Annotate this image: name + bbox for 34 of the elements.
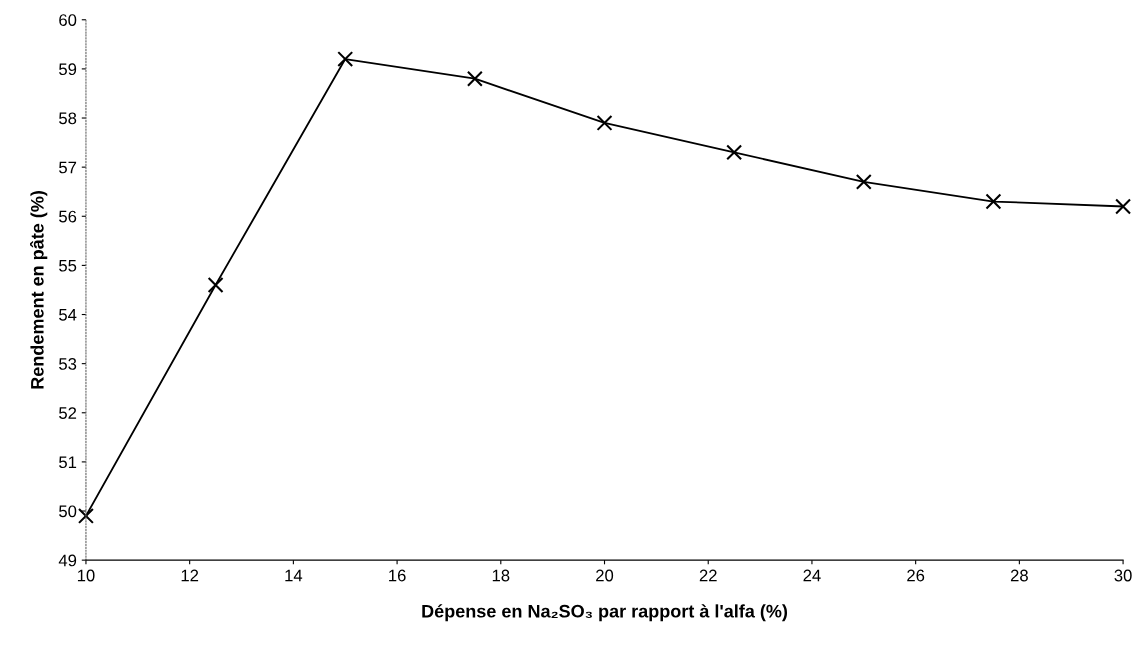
y-tick-label: 50 bbox=[59, 505, 77, 518]
x-tick-label: 18 bbox=[492, 569, 510, 582]
x-tick-label: 10 bbox=[77, 569, 95, 582]
x-axis-title: Dépense en Na₂SO₃ par rapport à l'alfa (%) bbox=[422, 604, 788, 622]
x-tick-label: 26 bbox=[907, 569, 925, 582]
y-tick-label: 55 bbox=[59, 259, 77, 272]
x-tick-label: 14 bbox=[285, 569, 303, 582]
point bbox=[596, 114, 613, 131]
y-tick-label: 52 bbox=[59, 407, 77, 419]
x-tick-label: 28 bbox=[1010, 569, 1028, 582]
y-tick-label: 56 bbox=[59, 210, 77, 223]
y-tick-label: 53 bbox=[59, 358, 77, 370]
y-tick-label: 57 bbox=[59, 161, 77, 174]
x-tick-label: 24 bbox=[803, 569, 821, 582]
x-tick-label: 22 bbox=[699, 569, 717, 582]
x-tick-label: 16 bbox=[389, 569, 406, 582]
x-tick-label: 12 bbox=[181, 569, 199, 582]
point bbox=[466, 70, 483, 87]
y-tick-label: 59 bbox=[59, 63, 77, 76]
point bbox=[855, 173, 872, 190]
y-tick-label: 58 bbox=[59, 112, 77, 125]
y-tick-label: 54 bbox=[59, 309, 77, 321]
y-axis-title: Rendement en pâte (%) bbox=[30, 191, 48, 389]
point bbox=[985, 193, 1002, 210]
point bbox=[207, 277, 224, 294]
x-tick-label: 20 bbox=[596, 569, 614, 582]
point bbox=[1115, 198, 1132, 215]
point bbox=[337, 51, 354, 68]
y-tick-label: 49 bbox=[58, 554, 77, 567]
point bbox=[726, 144, 743, 161]
y-tick-label: 60 bbox=[59, 14, 77, 26]
point bbox=[77, 507, 94, 524]
y-tick-label: 51 bbox=[59, 456, 77, 469]
x-tick-label: 30 bbox=[1114, 569, 1132, 582]
